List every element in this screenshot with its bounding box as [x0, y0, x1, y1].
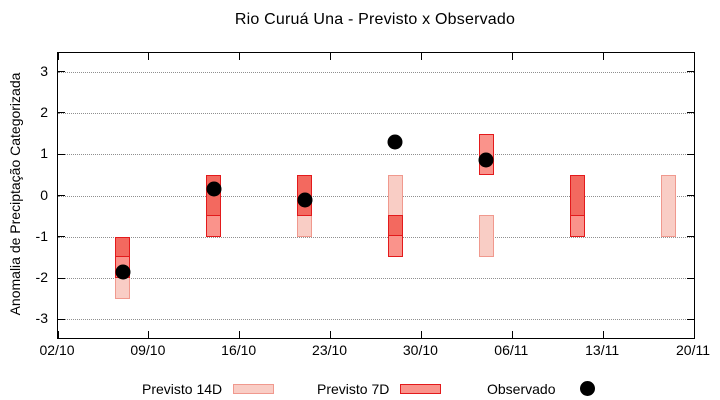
observado-dot-swatch [580, 381, 596, 396]
forecast-bar-segment-p7 [206, 214, 222, 237]
legend-item-previsto-7d: Previsto 7D [317, 380, 442, 397]
x-tick [330, 53, 332, 60]
legend-item-previsto-14d: Previsto 14D [142, 380, 275, 397]
x-tick [602, 53, 604, 60]
x-tick-label: 30/10 [402, 342, 438, 358]
x-tick [57, 53, 59, 60]
gridline [58, 236, 694, 238]
gridline [58, 71, 694, 73]
x-tick-label: 13/11 [585, 342, 620, 358]
x-tick [239, 331, 241, 338]
forecast-bar-segment-p14 [387, 174, 403, 217]
y-tick-label: -2 [35, 269, 48, 286]
y-tick [58, 236, 65, 238]
y-tick [58, 318, 65, 320]
x-tick-label: 16/10 [221, 342, 257, 358]
x-tick-label: 20/11 [676, 342, 710, 358]
y-tick [58, 277, 65, 279]
legend-item-observado: Observado [487, 380, 596, 397]
x-tick [148, 53, 150, 60]
forecast-bar-segment-overlap [569, 174, 585, 217]
y-tick [687, 112, 694, 114]
forecast-bar-segment-p7 [387, 235, 403, 258]
x-tick [57, 331, 59, 338]
y-tick-label: -1 [35, 227, 48, 244]
x-tick [693, 53, 695, 60]
y-tick [58, 112, 65, 114]
x-tick [511, 53, 513, 60]
observed-dot [387, 134, 403, 150]
gridline [58, 278, 694, 280]
forecast-bar-segment-overlap [115, 236, 131, 258]
legend-label: Previsto 14D [142, 380, 223, 397]
y-tick [687, 71, 694, 73]
plot-area [57, 52, 695, 339]
gridline [58, 154, 694, 156]
forecast-bar-segment-p7 [569, 214, 585, 237]
forecast-bar-segment-p14 [115, 276, 131, 299]
y-tick-label: 0 [40, 186, 48, 203]
gridline [58, 112, 694, 114]
x-tick [602, 331, 604, 338]
x-tick-label: 23/10 [312, 342, 348, 358]
y-tick [58, 71, 65, 73]
x-tick-label: 06/11 [494, 342, 529, 358]
y-tick [58, 195, 65, 196]
x-tick [330, 331, 332, 338]
legend-label: Previsto 7D [317, 380, 390, 397]
y-tick [687, 195, 694, 196]
y-tick [687, 236, 694, 238]
forecast-bar-segment-p14 [478, 214, 494, 258]
x-tick [420, 53, 422, 60]
observed-dot [115, 264, 131, 280]
x-tick [511, 331, 513, 338]
forecast-bar-segment-overlap [387, 214, 403, 237]
x-tick [239, 53, 241, 60]
x-tick [148, 331, 150, 338]
observed-dot [206, 181, 222, 197]
y-tick [687, 153, 694, 155]
forecast-bar-segment-p14 [297, 214, 313, 237]
chart-title: Rio Curuá Una - Previsto x Observado [234, 11, 516, 28]
previsto-7d-swatch [400, 383, 442, 394]
y-tick [58, 153, 65, 155]
y-tick [687, 318, 694, 320]
gridline [58, 319, 694, 321]
y-tick [687, 277, 694, 279]
y-tick-label: 3 [40, 62, 48, 79]
previsto-14d-swatch [233, 383, 275, 394]
legend: Previsto 14D Previsto 7D Observado [0, 380, 720, 397]
y-tick-label: 2 [40, 103, 48, 120]
observed-dot [478, 152, 494, 168]
x-tick [693, 331, 695, 338]
y-tick-label: 1 [40, 145, 48, 162]
gridline [58, 195, 694, 197]
observed-dot [297, 192, 313, 208]
forecast-bar-segment-p14 [660, 174, 676, 237]
y-tick-label: -3 [35, 310, 48, 327]
legend-label: Observado [487, 380, 556, 397]
x-tick-label: 02/10 [39, 342, 75, 358]
x-tick-label: 09/10 [130, 342, 166, 358]
x-tick [420, 331, 422, 338]
